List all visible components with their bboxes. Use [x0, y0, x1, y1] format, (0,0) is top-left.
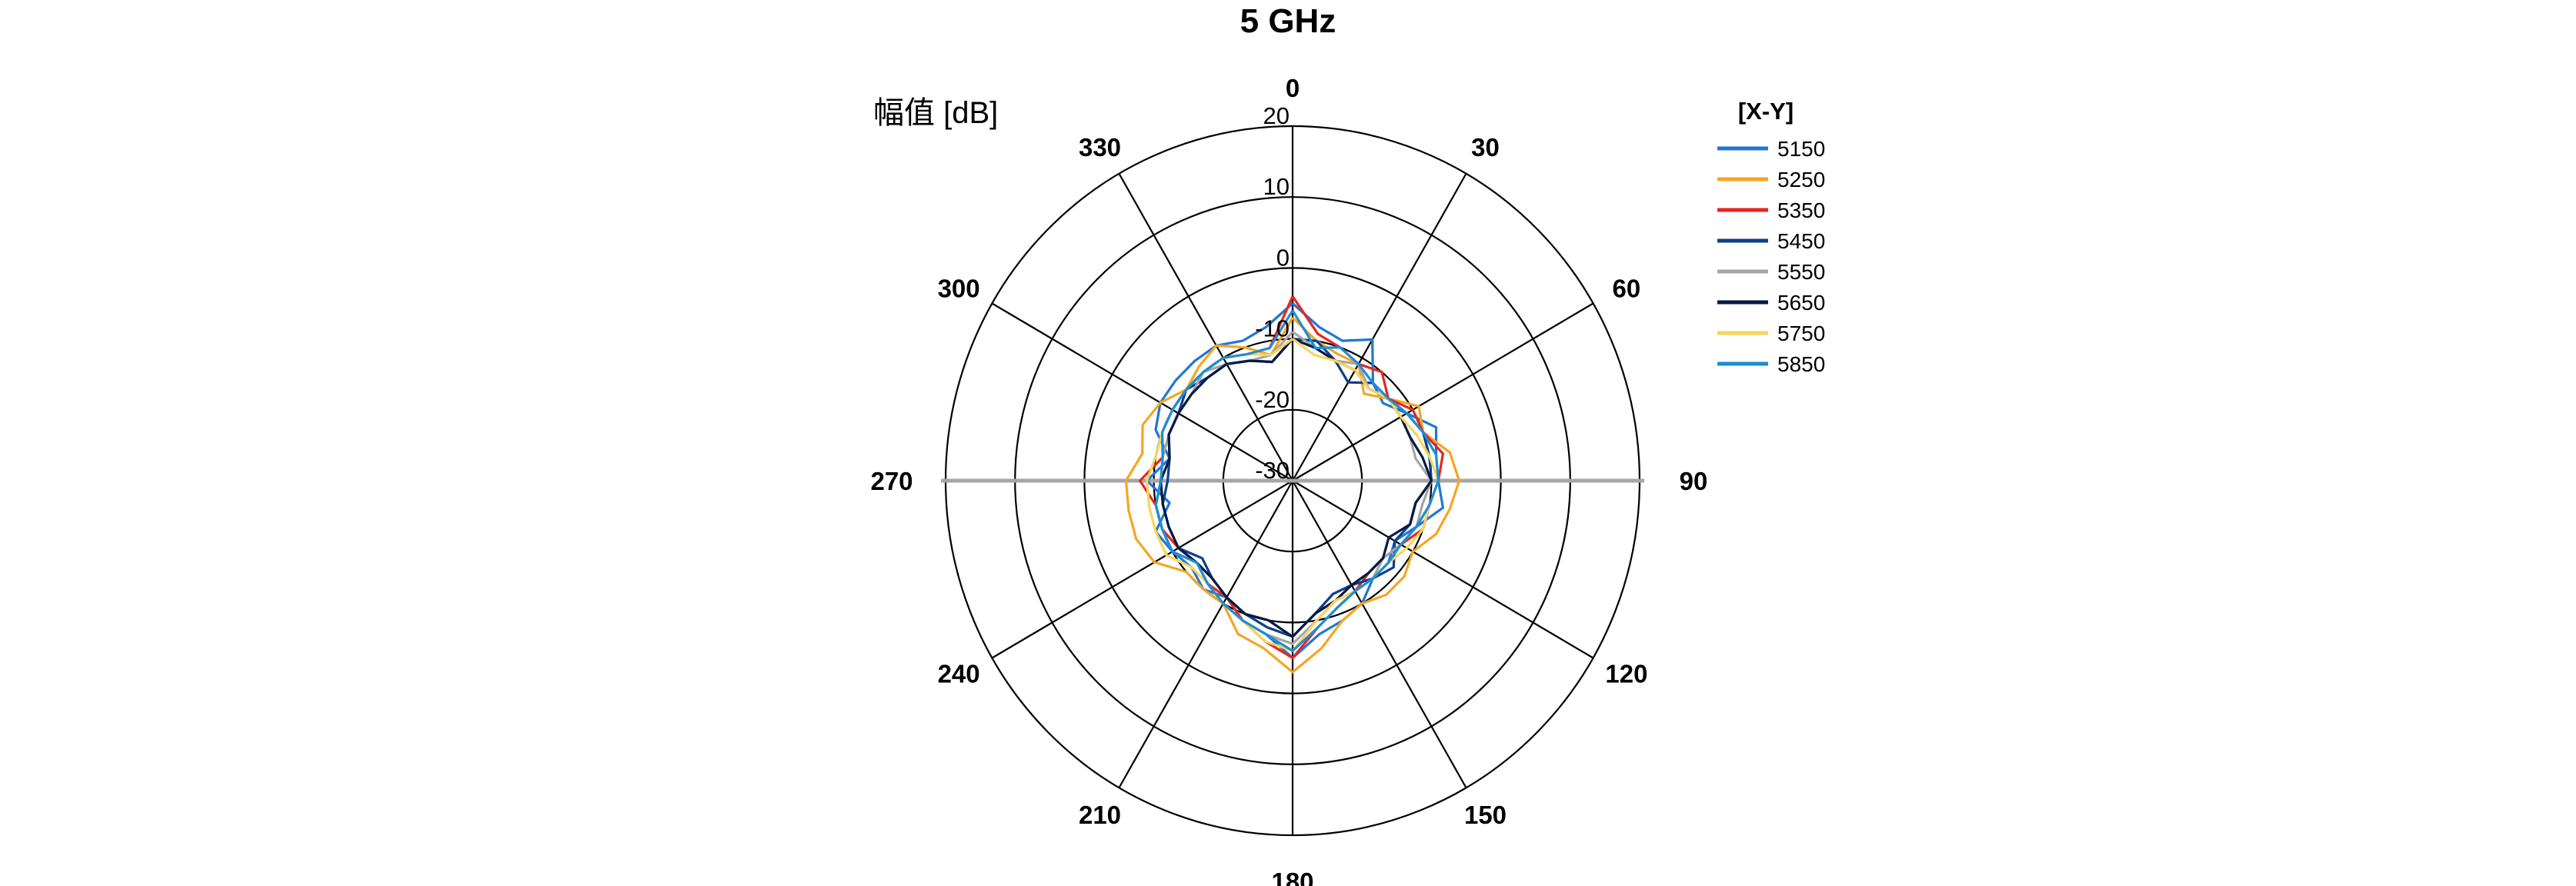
legend-label: 5750	[1777, 321, 1825, 345]
grid-spoke	[1118, 173, 1293, 481]
radial-tick-label: -30	[1255, 457, 1290, 484]
series-line-5850	[1154, 309, 1440, 652]
radial-tick-label: 10	[1263, 173, 1290, 200]
legend-item: 5850	[1717, 352, 1825, 376]
legend-label: 5550	[1777, 260, 1825, 284]
angle-tick-label: 300	[938, 275, 980, 303]
grid-spoke	[1118, 480, 1293, 788]
polar-grid	[941, 125, 1644, 837]
radial-tick-label: 20	[1263, 102, 1290, 129]
angle-tick-label: 150	[1464, 801, 1507, 829]
series-group	[1124, 295, 1461, 674]
radial-tick-label: -20	[1255, 386, 1290, 413]
angle-tick-label: 210	[1079, 801, 1121, 829]
legend-item: 5250	[1717, 168, 1825, 192]
legend-label: 5450	[1777, 229, 1825, 253]
radial-axis-label: 幅值 [dB]	[873, 96, 998, 130]
legend-item: 5150	[1717, 137, 1825, 161]
angle-tick-label: 90	[1680, 467, 1708, 495]
grid-spoke	[1292, 173, 1467, 481]
radial-tick-label: 0	[1276, 244, 1290, 271]
legend-item: 5550	[1717, 260, 1825, 284]
legend: [X-Y] 5150 5250 5350 5450 5550 5650 5750 5850	[1717, 98, 1825, 376]
legend-label: 5650	[1777, 291, 1825, 315]
series-line-5250	[1124, 316, 1461, 674]
legend-item: 5450	[1717, 229, 1825, 253]
angle-tick-label: 60	[1613, 275, 1641, 303]
legend-label: 5150	[1777, 137, 1825, 161]
legend-title: [X-Y]	[1738, 98, 1794, 125]
angle-tick-label: 180	[1271, 868, 1313, 886]
axis-labels: 20 10 0 -10 -20 -30 0 30 60 90 120 150 180 210 240 270 3…	[870, 74, 1707, 886]
legend-items: 5150 5250 5350 5450 5550 5650 5750 5850	[1717, 137, 1825, 376]
grid-spoke	[991, 302, 1293, 481]
grid-spoke	[991, 480, 1293, 659]
angle-tick-label: 330	[1079, 133, 1121, 162]
legend-label: 5250	[1777, 168, 1825, 192]
legend-item: 5650	[1717, 291, 1825, 315]
grid-spoke	[1292, 302, 1594, 481]
angle-tick-label: 240	[938, 660, 980, 688]
grid-spoke	[1292, 480, 1467, 788]
angle-tick-label: 120	[1605, 660, 1647, 688]
legend-item: 5350	[1717, 198, 1825, 222]
grid-spoke	[1292, 480, 1594, 659]
angle-tick-label: 0	[1286, 74, 1300, 102]
legend-item: 5750	[1717, 321, 1825, 345]
chart-title: 5 GHz	[1240, 2, 1336, 40]
legend-label: 5350	[1777, 198, 1825, 222]
angle-tick-label: 30	[1471, 133, 1500, 162]
legend-label: 5850	[1777, 352, 1825, 376]
radial-tick-label: -10	[1255, 315, 1290, 342]
angle-tick-label: 270	[870, 467, 913, 495]
